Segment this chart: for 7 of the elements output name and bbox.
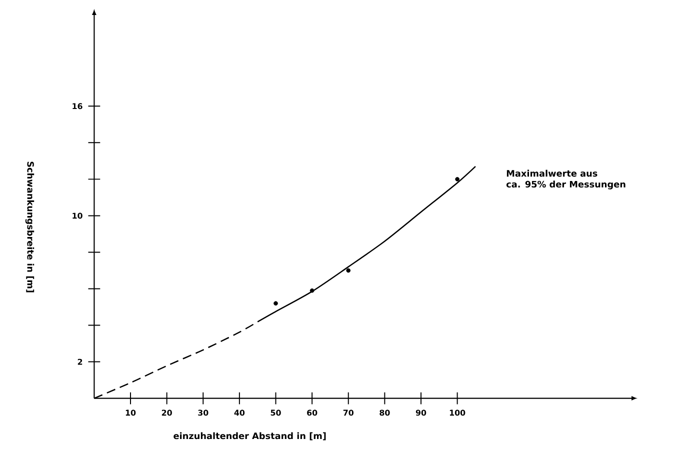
point <box>346 268 351 273</box>
point <box>455 177 460 182</box>
x-axis-title: einzuhaltender Abstand in [m] <box>174 432 326 440</box>
point <box>274 301 278 306</box>
point <box>310 288 314 293</box>
y-axis-title: Schwankungsbreite in [m] <box>25 162 34 292</box>
annotation: Maximalwerte aus ca. 95% der Messungen <box>506 170 626 190</box>
